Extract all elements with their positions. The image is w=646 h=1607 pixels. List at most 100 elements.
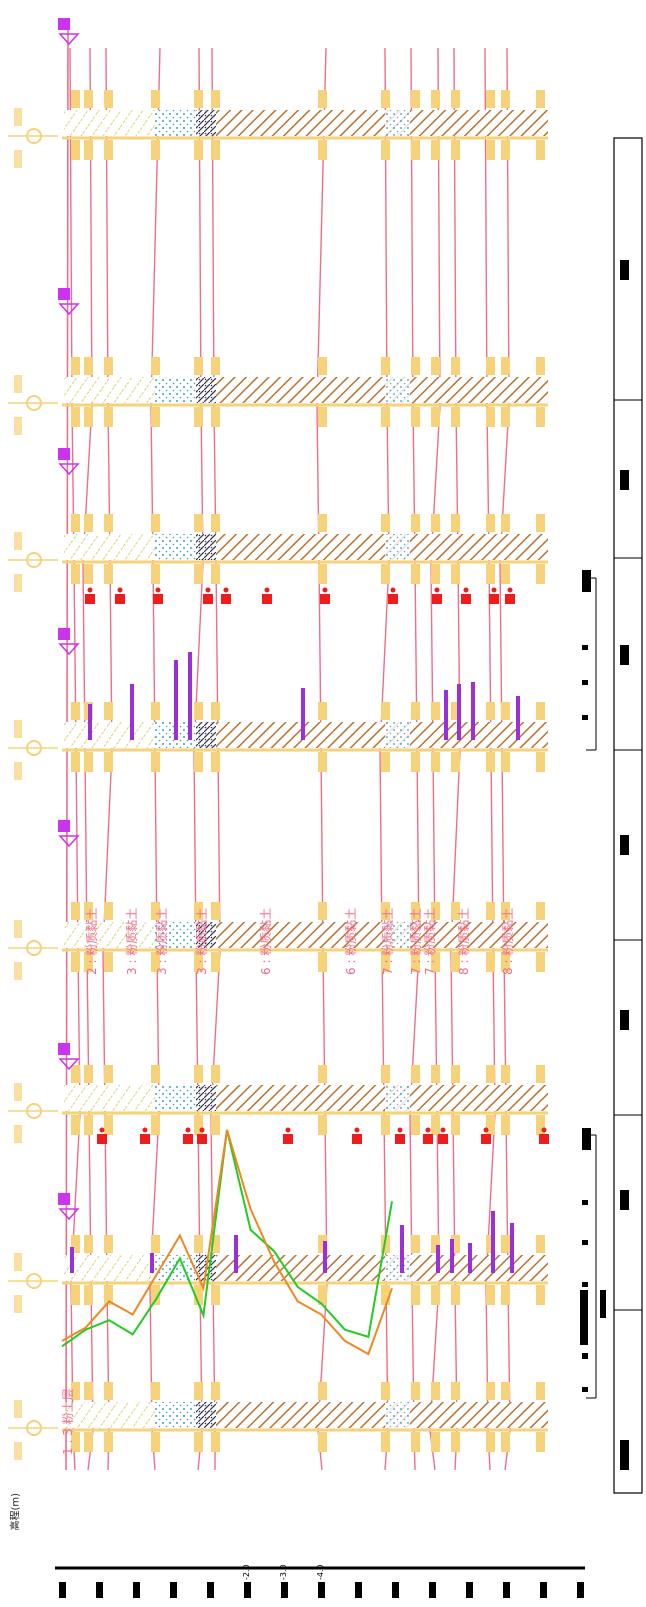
- layer-fill-4: [216, 722, 548, 748]
- depth-tick: [194, 407, 203, 427]
- depth-tick: [536, 752, 545, 772]
- spt-bar: [150, 1253, 154, 1273]
- depth-tick: [501, 1432, 510, 1452]
- depth-tick: [104, 1432, 113, 1452]
- depth-tick: [211, 1432, 220, 1452]
- borehole-7: [62, 377, 548, 407]
- depth-tick-upper: [451, 1065, 460, 1083]
- depth-tick: [211, 952, 220, 972]
- depth-axis-tick: [59, 1582, 66, 1598]
- depth-tick-upper: [194, 1065, 203, 1083]
- depth-tick-upper: [431, 90, 440, 108]
- depth-tick-upper: [71, 702, 80, 720]
- depth-tick: [71, 1432, 80, 1452]
- depth-tick: [431, 752, 440, 772]
- depth-tick: [151, 1115, 160, 1135]
- spt-bar: [88, 704, 92, 740]
- depth-tick: [536, 1115, 545, 1135]
- depth-tick: [194, 952, 203, 972]
- depth-axis-tick: [466, 1582, 473, 1598]
- layer-fill-2b: [385, 110, 410, 136]
- depth-axis-tick: [96, 1582, 103, 1598]
- collar-tag: [14, 1442, 22, 1460]
- layer-fill-2b: [385, 1085, 410, 1111]
- depth-tick-upper: [536, 90, 545, 108]
- depth-tick: [211, 407, 220, 427]
- depth-tick: [411, 752, 420, 772]
- sample-marker: [97, 1134, 107, 1144]
- water-level-triangle: [58, 835, 80, 848]
- depth-tick: [501, 1285, 510, 1305]
- depth-tick-upper: [451, 90, 460, 108]
- collar-tag: [14, 1253, 22, 1271]
- depth-tick-upper: [411, 514, 420, 532]
- cpt-curve: [61, 1129, 393, 1356]
- depth-tick-upper: [318, 702, 327, 720]
- depth-tick: [71, 564, 80, 584]
- depth-tick: [211, 1285, 220, 1305]
- depth-tick-upper: [501, 1235, 510, 1253]
- depth-tick-upper: [104, 902, 113, 920]
- sample-marker: [283, 1134, 293, 1144]
- layer-fill-3: [196, 377, 218, 403]
- depth-axis-tick: [207, 1582, 214, 1598]
- depth-tick: [411, 952, 420, 972]
- depth-tick: [211, 564, 220, 584]
- water-level-triangle: [58, 33, 80, 46]
- collar-tag: [14, 375, 22, 393]
- collar-tag: [14, 150, 22, 168]
- depth-tick: [431, 407, 440, 427]
- depth-tick-upper: [486, 514, 495, 532]
- depth-tick-upper: [501, 90, 510, 108]
- depth-tick-upper: [71, 514, 80, 532]
- layer-fill-2: [155, 1255, 200, 1281]
- depth-tick: [151, 752, 160, 772]
- depth-tick-upper: [211, 702, 220, 720]
- depth-tick-upper: [451, 1235, 460, 1253]
- depth-tick: [501, 407, 510, 427]
- water-level-triangle: [58, 463, 80, 476]
- depth-tick-upper: [381, 514, 390, 532]
- spt-bar: [174, 660, 178, 740]
- depth-tick: [84, 952, 93, 972]
- depth-tick-upper: [194, 514, 203, 532]
- layer-fill-3: [196, 922, 218, 948]
- sample-dot: [117, 587, 123, 593]
- sample-dot: [541, 1127, 547, 1133]
- borehole-6: [62, 534, 548, 564]
- depth-tick-upper: [151, 902, 160, 920]
- depth-tick: [211, 752, 220, 772]
- depth-tick: [451, 1432, 460, 1452]
- depth-tick-upper: [411, 1235, 420, 1253]
- depth-tick-upper: [211, 1382, 220, 1400]
- depth-tick-upper: [381, 1382, 390, 1400]
- depth-tick: [431, 952, 440, 972]
- depth-tick: [151, 952, 160, 972]
- sample-marker: [481, 1134, 491, 1144]
- collar-tag: [14, 1125, 22, 1143]
- depth-tick-upper: [84, 1235, 93, 1253]
- depth-tick-upper: [194, 1382, 203, 1400]
- depth-tick: [84, 1115, 93, 1135]
- depth-tick: [451, 952, 460, 972]
- depth-tick-upper: [411, 357, 420, 375]
- depth-tick: [451, 407, 460, 427]
- depth-tick-upper: [536, 357, 545, 375]
- depth-tick: [151, 407, 160, 427]
- depth-tick-upper: [431, 702, 440, 720]
- sample-marker: [197, 1134, 207, 1144]
- depth-tick: [84, 1432, 93, 1452]
- depth-tick: [451, 564, 460, 584]
- layer-fill-2b: [385, 1255, 410, 1281]
- depth-tick-upper: [318, 90, 327, 108]
- layer-fill-1: [64, 110, 159, 136]
- depth-tick: [104, 407, 113, 427]
- spt-bar: [70, 1247, 74, 1273]
- sample-marker: [153, 594, 163, 604]
- depth-tick-upper: [318, 1065, 327, 1083]
- water-level-block: [58, 1193, 70, 1205]
- depth-tick: [71, 752, 80, 772]
- depth-tick: [486, 1285, 495, 1305]
- sample-dot: [205, 587, 211, 593]
- depth-tick: [411, 1115, 420, 1135]
